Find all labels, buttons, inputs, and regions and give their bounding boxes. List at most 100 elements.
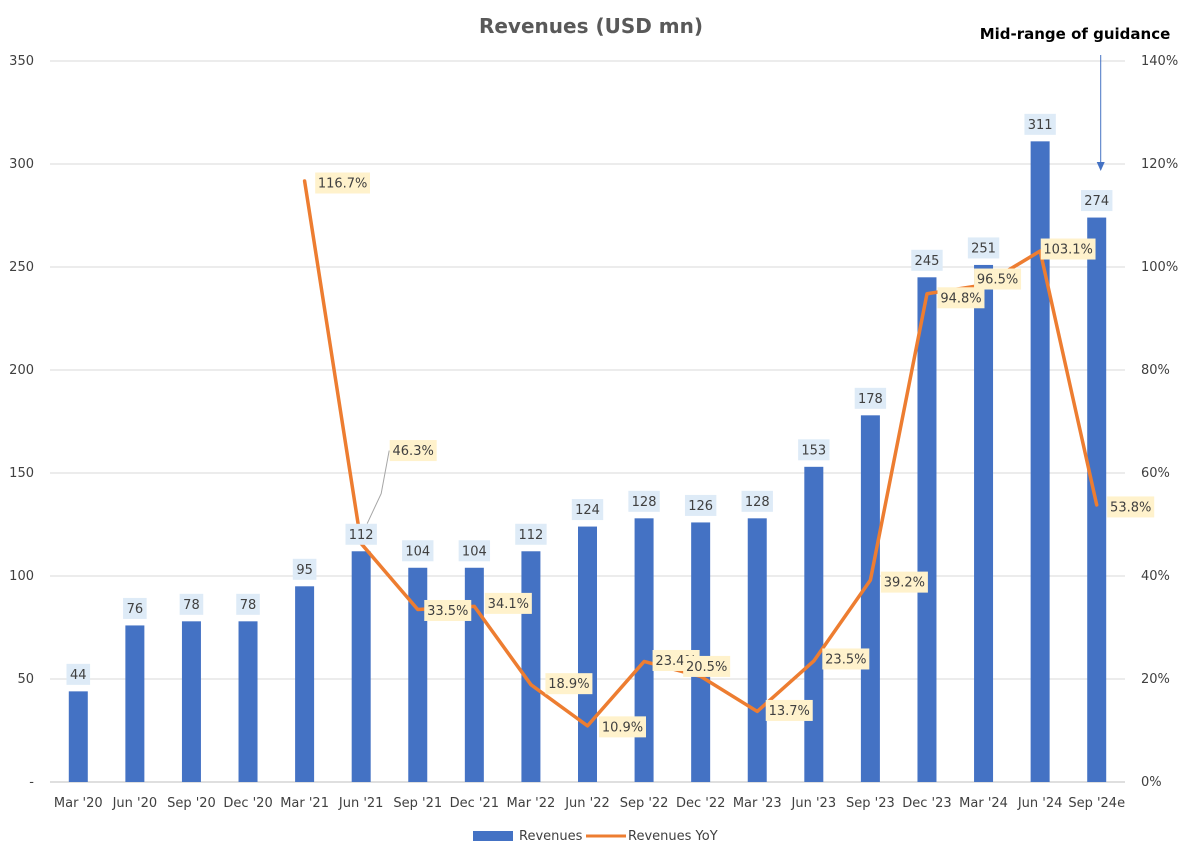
- yoy-data-label-bg: [822, 648, 870, 670]
- yoy-data-label-bg: [424, 599, 472, 621]
- y-right-tick-label: 80%: [1141, 363, 1170, 378]
- x-tick-label: Jun '24: [1017, 796, 1063, 811]
- x-tick-label: Jun '21: [338, 796, 384, 811]
- yoy-data-label-bg: [484, 592, 532, 614]
- revenue-data-label: 95: [296, 563, 313, 578]
- x-tick-label: Mar '21: [280, 796, 329, 811]
- yoy-data-label-bg: [937, 287, 985, 309]
- revenue-data-label: 112: [519, 528, 544, 543]
- yoy-data-label-bg: [1040, 238, 1096, 260]
- yoy-data-label: 13.7%: [769, 704, 810, 719]
- revenue-data-label-bg: [515, 523, 547, 545]
- yoy-data-label-bg: [1107, 496, 1155, 518]
- revenue-bar: [521, 551, 541, 782]
- yoy-data-label: 116.7%: [318, 176, 368, 191]
- revenue-bar: [1030, 141, 1050, 783]
- legend: Revenues Revenues YoY: [473, 829, 718, 844]
- yoy-data-label: 23.5%: [825, 652, 866, 667]
- revenue-data-label: 124: [575, 503, 600, 518]
- revenue-data-label-bg: [179, 593, 204, 615]
- y-right-tick-label: 20%: [1141, 672, 1170, 687]
- yoy-data-label-bg: [389, 440, 437, 462]
- y-right-tick-label: 140%: [1141, 54, 1178, 69]
- revenue-bar: [860, 415, 880, 782]
- revenue-data-label-bg: [967, 237, 1000, 259]
- revenue-data-label: 44: [70, 668, 87, 683]
- revenue-bar: [125, 625, 145, 782]
- yoy-data-label-bg: [545, 673, 593, 695]
- y-left-tick-label: 250: [9, 260, 34, 275]
- x-tick-label: Jun '20: [112, 796, 158, 811]
- guidance-annotation: Mid-range of guidance: [980, 25, 1171, 43]
- revenue-bar: [974, 264, 994, 782]
- revenue-data-label-bg: [798, 439, 830, 461]
- x-tick-label: Dec '21: [450, 796, 499, 811]
- y-left-tick-label: 100: [9, 569, 34, 584]
- yoy-data-label: 39.2%: [884, 576, 925, 591]
- x-tick-label: Jun '22: [564, 796, 610, 811]
- revenue-data-label: 245: [915, 254, 940, 269]
- revenue-bar: [68, 691, 88, 782]
- revenue-data-label: 78: [183, 598, 200, 613]
- revenue-data-label-bg: [402, 540, 434, 562]
- legend-revenues-swatch: [473, 831, 513, 841]
- revenue-data-label-bg: [123, 597, 147, 619]
- yoy-data-label: 10.9%: [602, 720, 643, 735]
- revenue-bar: [464, 567, 484, 782]
- x-tick-label: Sep '21: [393, 796, 442, 811]
- y-right-tick-label: 40%: [1141, 569, 1170, 584]
- revenue-data-label-bg: [628, 490, 660, 512]
- revenue-bar: [238, 621, 258, 782]
- y-left-tick-label: 150: [9, 466, 34, 481]
- legend-yoy-label: Revenues YoY: [628, 829, 718, 844]
- revenue-data-label: 104: [405, 544, 430, 559]
- x-tick-label: Dec '23: [902, 796, 951, 811]
- x-tick-label: Jun '23: [791, 796, 837, 811]
- revenue-data-label-bg: [684, 494, 717, 516]
- yoy-data-label-bg: [765, 699, 813, 721]
- revenue-data-label: 153: [801, 443, 826, 458]
- revenue-data-label-bg: [66, 663, 91, 685]
- yoy-data-label-bg: [599, 716, 646, 738]
- yoy-data-label: 46.3%: [393, 444, 434, 459]
- revenue-bar: [181, 621, 201, 782]
- yoy-data-label: 53.8%: [1110, 500, 1151, 515]
- legend-revenues-label: Revenues: [519, 829, 583, 844]
- guidance-arrow: [1096, 55, 1105, 171]
- yoy-data-label-bg: [683, 655, 731, 677]
- revenue-data-label: 251: [971, 241, 996, 256]
- yoy-data-label-bg: [315, 172, 371, 194]
- x-tick-label: Sep '23: [846, 796, 895, 811]
- revenue-data-label-bg: [741, 490, 773, 512]
- revenue-data-label-bg: [1081, 190, 1113, 212]
- revenue-data-label: 112: [349, 528, 374, 543]
- leader-line: [366, 450, 390, 524]
- yoy-data-label: 34.1%: [488, 597, 529, 612]
- y-left-tick-label: 200: [9, 363, 34, 378]
- revenue-data-label-bg: [458, 540, 491, 562]
- arrow-head: [1096, 162, 1105, 171]
- yoy-data-label: 94.8%: [940, 291, 981, 306]
- y-right-tick-label: 0%: [1141, 775, 1162, 790]
- revenue-data-label-bg: [345, 523, 377, 545]
- x-tick-label: Mar '23: [733, 796, 782, 811]
- revenue-data-label: 76: [127, 602, 144, 617]
- revenue-bar: [634, 518, 654, 782]
- y-left-tick-label: 300: [9, 157, 34, 172]
- revenue-data-label: 128: [745, 495, 770, 510]
- x-tick-label: Mar '20: [54, 796, 103, 811]
- revenue-bar: [295, 586, 315, 782]
- yoy-data-label: 18.9%: [548, 677, 589, 692]
- revenue-data-label: 178: [858, 392, 883, 407]
- y-right-tick-label: 120%: [1141, 157, 1178, 172]
- revenue-data-label-bg: [1024, 113, 1056, 135]
- revenue-bar: [351, 551, 371, 782]
- revenue-data-label-bg: [911, 249, 943, 271]
- yoy-data-label: 20.5%: [686, 660, 727, 675]
- y-right-tick-label: 60%: [1141, 466, 1170, 481]
- chart-title: Revenues (USD mn): [479, 14, 703, 38]
- revenue-data-label-bg: [571, 499, 604, 521]
- revenue-bar: [691, 522, 711, 782]
- x-tick-label: Mar '22: [507, 796, 556, 811]
